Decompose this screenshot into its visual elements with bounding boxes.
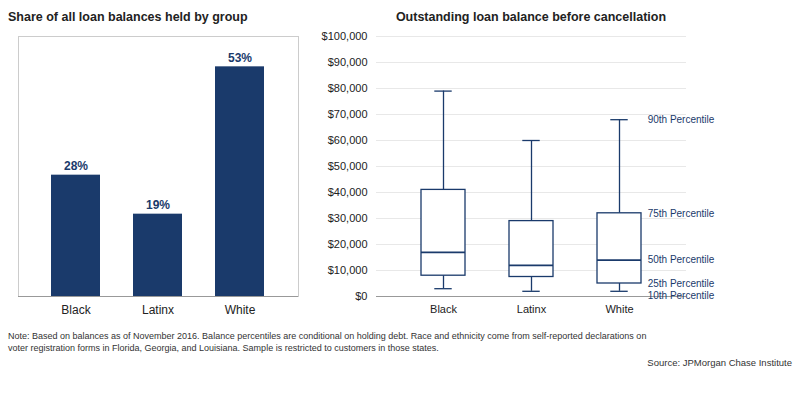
svg-text:10th Percentile: 10th Percentile (648, 290, 715, 301)
svg-text:$0: $0 (355, 290, 367, 302)
svg-text:53%: 53% (228, 51, 252, 65)
html-text:Note: Based on balances as of: Note: Based on balances as of November 2… (8, 331, 647, 341)
svg-text:$100,000: $100,000 (322, 30, 368, 42)
svg-text:28%: 28% (64, 159, 88, 173)
svg-text:$40,000: $40,000 (328, 186, 368, 198)
svg-text:$70,000: $70,000 (328, 108, 368, 120)
svg-text:White: White (605, 303, 633, 315)
svg-text:Latinx: Latinx (142, 303, 174, 317)
svg-text:$90,000: $90,000 (328, 56, 368, 68)
html-text:Source: JPMorgan Chase Institu: Source: JPMorgan Chase Institute (647, 357, 792, 368)
html-text:Share of all loan balances hel: Share of all loan balances held by group (8, 10, 248, 24)
svg-text:$20,000: $20,000 (328, 238, 368, 250)
svg-text:$80,000: $80,000 (328, 82, 368, 94)
svg-text:90th Percentile: 90th Percentile (648, 114, 715, 125)
svg-text:$60,000: $60,000 (328, 134, 368, 146)
html-text:voter registration forms in Fl: voter registration forms in Florida, Geo… (8, 343, 439, 353)
svg-text:$10,000: $10,000 (328, 264, 368, 276)
svg-text:Black: Black (61, 303, 91, 317)
svg-text:Black: Black (430, 303, 457, 315)
html-text:Outstanding loan balance befor: Outstanding loan balance before cancella… (395, 10, 667, 24)
svg-text:75th Percentile: 75th Percentile (648, 208, 715, 219)
svg-text:$30,000: $30,000 (328, 212, 368, 224)
svg-text:50th Percentile: 50th Percentile (648, 254, 715, 265)
svg-text:Latinx: Latinx (517, 303, 547, 315)
svg-text:$50,000: $50,000 (328, 160, 368, 172)
svg-text:White: White (225, 303, 256, 317)
svg-text:25th Percentile: 25th Percentile (648, 278, 715, 289)
svg-text:19%: 19% (146, 198, 170, 212)
